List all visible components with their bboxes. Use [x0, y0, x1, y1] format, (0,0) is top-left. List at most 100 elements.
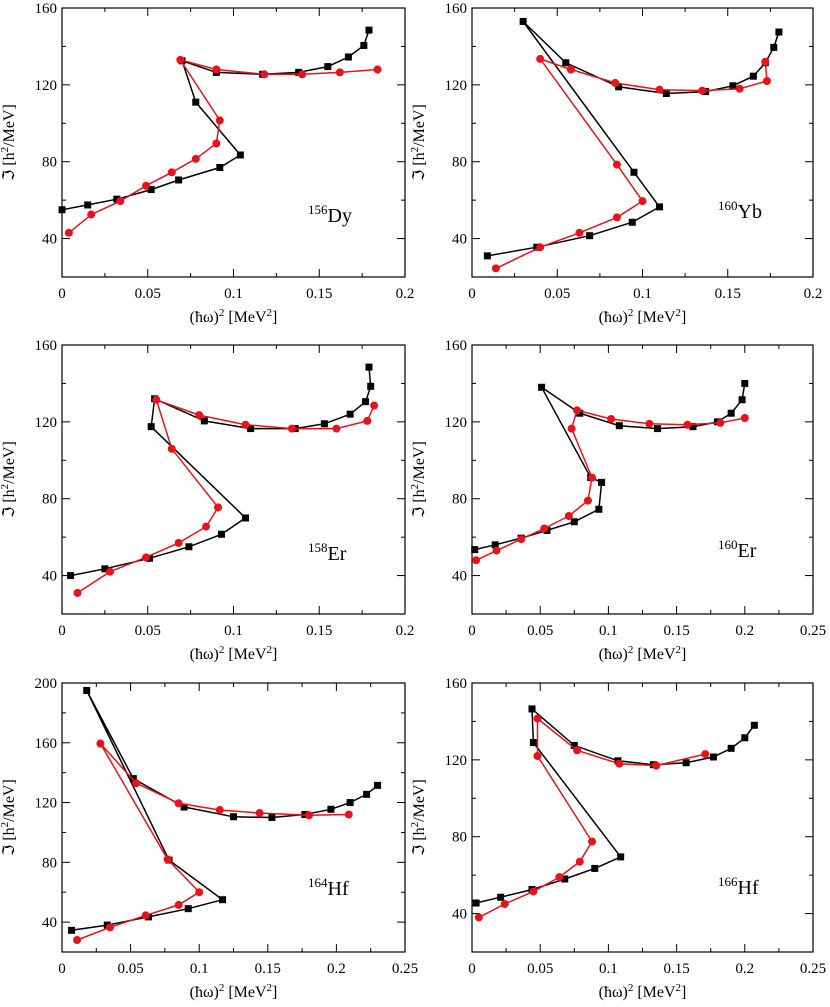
data-point-red [472, 556, 481, 565]
plot-frame [61, 7, 406, 278]
x-tick-label: 0 [468, 961, 476, 977]
data-point-black [147, 423, 155, 431]
series-line-red [76, 398, 375, 594]
data-point-black [617, 853, 625, 861]
x-tick-label: 0.1 [633, 286, 652, 302]
data-point-black [586, 232, 594, 240]
y-tick-label: 120 [35, 415, 58, 431]
nucleus-label: 156Dy [308, 202, 352, 227]
data-point-red [588, 837, 597, 846]
data-point-red [492, 546, 501, 555]
x-tick-label: 0 [58, 623, 66, 639]
x-axis-label: (ħω)2 [MeV2] [190, 307, 278, 326]
y-tick-label: 80 [452, 492, 467, 508]
y-axis-label: ℑ [h2/MeV] [409, 779, 428, 856]
series-line-black [487, 20, 780, 257]
data-point-red [698, 86, 707, 95]
panel-3: 0 0.05 0.1 0.15 0.2 40 80 120 160 (ħω)2 [MeV2] ℑ [… [0, 338, 414, 663]
series-line-black [61, 29, 370, 211]
data-point-red [533, 752, 542, 761]
data-point-red [304, 811, 313, 820]
y-tick-label: 80 [452, 155, 467, 171]
data-point-black [84, 201, 92, 209]
data-point-black [129, 775, 137, 783]
data-point-red [536, 243, 545, 252]
nucleus-label: 160Yb [718, 198, 762, 223]
data-point-red [195, 888, 204, 897]
data-point-red [142, 553, 151, 562]
data-point-black [327, 805, 335, 813]
data-point-black [192, 98, 200, 106]
data-point-red [373, 65, 382, 74]
data-point-red [167, 168, 176, 177]
data-point-black [101, 565, 109, 573]
data-point-red [106, 923, 115, 932]
data-point-red [152, 395, 161, 404]
y-tick-label: 120 [35, 796, 58, 812]
y-axis-label: ℑ [h2/MeV] [409, 104, 428, 181]
data-point-red [583, 496, 592, 505]
data-point-red [174, 538, 183, 547]
data-point-black [247, 425, 255, 433]
data-point-red [191, 154, 200, 163]
data-point-black [184, 905, 192, 913]
x-axis-label: (ħω)2 [MeV2] [599, 307, 687, 326]
plot-frame [471, 344, 814, 615]
data-point-red [536, 54, 545, 63]
data-point-black [374, 781, 382, 789]
x-axis-label: (ħω)2 [MeV2] [190, 644, 278, 663]
nucleus-label: 166Hf [718, 874, 759, 899]
data-point-black [344, 53, 352, 61]
y-tick-label: 40 [42, 569, 57, 585]
data-point-red [500, 899, 509, 908]
data-point-black [180, 803, 188, 811]
data-point-red [655, 85, 664, 94]
data-point-red [202, 522, 211, 531]
data-point-black [83, 686, 91, 694]
data-point-red [215, 116, 224, 125]
y-tick-label: 80 [452, 830, 467, 846]
data-point-black [360, 41, 368, 49]
data-point-black [497, 893, 505, 901]
x-tick-label: 0.15 [306, 623, 332, 639]
data-point-black [615, 422, 623, 430]
x-tick-label: 0.2 [396, 286, 415, 302]
data-point-black [230, 813, 237, 821]
data-point-red [474, 913, 483, 922]
data-point-red [588, 473, 597, 482]
panel-1: 0 0.05 0.1 0.15 0.2 40 80 120 160 (ħω)2 [MeV2] ℑ [… [0, 1, 414, 326]
data-point-black [363, 790, 371, 798]
plot-frame [471, 7, 814, 278]
data-point-black [236, 151, 244, 159]
data-point-red [566, 65, 575, 74]
y-tick-label: 80 [42, 492, 57, 508]
series-line-red [76, 742, 349, 941]
data-point-red [555, 873, 564, 882]
data-point-red [64, 228, 73, 237]
x-tick-label: 0 [468, 623, 476, 639]
data-point-red [529, 887, 538, 896]
data-point-red [73, 936, 82, 945]
nucleus-label: 158Er [308, 540, 347, 565]
nucleus-label: 160Er [718, 537, 757, 562]
data-point-black [628, 218, 636, 226]
data-point-black [367, 382, 375, 390]
data-point-black [242, 514, 250, 522]
x-tick-label: 0.25 [800, 623, 826, 639]
data-point-black [268, 814, 276, 821]
data-point-black [147, 186, 155, 194]
data-point-red [701, 750, 710, 759]
y-tick-label: 160 [35, 736, 58, 752]
data-point-black [538, 383, 546, 391]
x-tick-label: 0.2 [735, 623, 754, 639]
data-point-red [195, 411, 204, 420]
x-tick-label: 0.2 [396, 623, 415, 639]
y-tick-label: 160 [35, 338, 58, 354]
x-tick-label: 0.1 [224, 623, 243, 639]
y-tick-label: 120 [445, 78, 468, 94]
data-point-red [363, 416, 372, 425]
x-tick-label: 0 [58, 286, 66, 302]
data-point-black [519, 17, 527, 25]
data-point-red [255, 809, 264, 818]
data-point-red [573, 746, 582, 755]
